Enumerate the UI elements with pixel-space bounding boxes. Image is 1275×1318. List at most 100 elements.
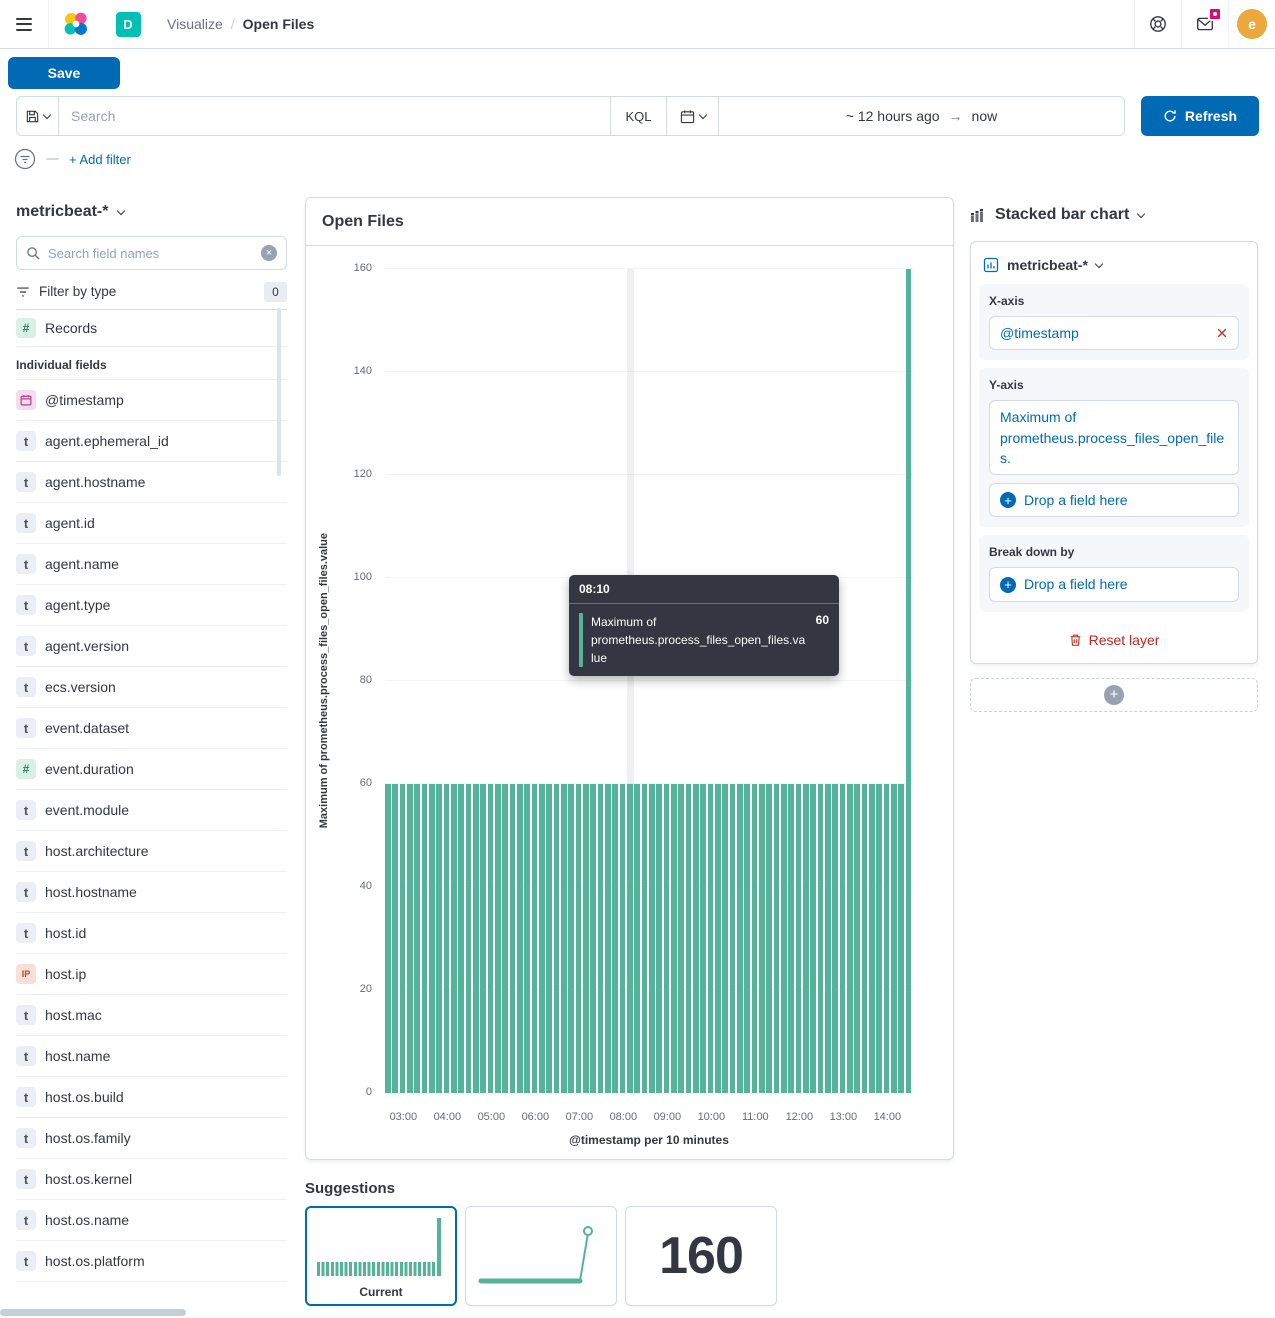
menu-button[interactable] (0, 0, 49, 48)
bar-65[interactable] (861, 784, 868, 1093)
bar-34[interactable] (634, 784, 641, 1093)
bar-46[interactable] (722, 784, 729, 1093)
field-item-host.os.platform[interactable]: t host.os.platform (16, 1241, 287, 1282)
bar-62[interactable] (839, 784, 846, 1093)
bar-9[interactable] (451, 784, 457, 1093)
bar-12[interactable] (473, 784, 479, 1093)
bar-15[interactable] (495, 784, 501, 1093)
bar-59[interactable] (817, 784, 824, 1093)
suggestion-line-chart[interactable] (465, 1206, 617, 1306)
add-layer-button[interactable]: + (970, 677, 1258, 712)
saved-query-menu-button[interactable] (17, 97, 59, 135)
horizontal-scrollbar[interactable] (0, 1309, 186, 1316)
bar-53[interactable] (773, 784, 780, 1093)
field-item-host.hostname[interactable]: t host.hostname (16, 872, 287, 913)
field-item-event.dataset[interactable]: t event.dataset (16, 708, 287, 749)
bar-35[interactable] (641, 784, 648, 1093)
bar-66[interactable] (869, 784, 875, 1093)
bar-5[interactable] (421, 784, 428, 1093)
bar-27[interactable] (583, 784, 589, 1093)
suggestion-current[interactable]: Current (305, 1206, 457, 1306)
field-item-host.architecture[interactable]: t host.architecture (16, 831, 287, 872)
bar-16[interactable] (502, 784, 509, 1093)
bar-0[interactable] (385, 784, 391, 1093)
bar-29[interactable] (597, 784, 604, 1093)
bar-71[interactable] (905, 269, 912, 1093)
query-language-button[interactable]: KQL (610, 97, 666, 135)
bar-25[interactable] (568, 784, 575, 1093)
bar-61[interactable] (832, 784, 839, 1093)
bar-3[interactable] (407, 784, 413, 1093)
bar-64[interactable] (854, 784, 861, 1093)
field-item-host.os.build[interactable]: t host.os.build (16, 1077, 287, 1118)
field-item-agent.ephemeral_id[interactable]: t agent.ephemeral_id (16, 421, 287, 462)
help-menu-button[interactable] (1134, 0, 1181, 48)
bar-22[interactable] (546, 784, 553, 1093)
bar-54[interactable] (781, 784, 787, 1093)
bar-4[interactable] (414, 784, 421, 1093)
bar-14[interactable] (487, 784, 494, 1093)
bar-41[interactable] (685, 784, 692, 1093)
bar-19[interactable] (524, 784, 531, 1093)
bar-67[interactable] (876, 784, 883, 1093)
field-item-ecs.version[interactable]: t ecs.version (16, 667, 287, 708)
bar-51[interactable] (759, 784, 765, 1093)
bar-56[interactable] (795, 784, 802, 1093)
bar-49[interactable] (744, 784, 751, 1093)
bar-42[interactable] (693, 784, 699, 1093)
field-item-event.module[interactable]: t event.module (16, 790, 287, 831)
search-input[interactable] (59, 97, 610, 135)
bar-63[interactable] (847, 784, 853, 1093)
add-filter-button[interactable]: + Add filter (69, 151, 131, 167)
bar-31[interactable] (612, 784, 619, 1093)
bar-24[interactable] (561, 784, 567, 1093)
field-item-agent.version[interactable]: t agent.version (16, 626, 287, 667)
clear-search-icon[interactable]: × (261, 245, 277, 261)
field-item-host.os.name[interactable]: t host.os.name (16, 1200, 287, 1241)
field-item-host.name[interactable]: t host.name (16, 1036, 287, 1077)
bar-7[interactable] (436, 784, 443, 1093)
bar-33[interactable] (627, 784, 633, 1093)
bar-23[interactable] (553, 784, 560, 1093)
field-item-event.duration[interactable]: # event.duration (16, 749, 287, 790)
bar-6[interactable] (429, 784, 435, 1093)
save-button[interactable]: Save (8, 57, 120, 89)
bar-18[interactable] (517, 784, 523, 1093)
bar-chart-plot[interactable] (385, 268, 913, 1093)
bar-58[interactable] (810, 784, 817, 1093)
bar-17[interactable] (509, 784, 516, 1093)
bar-55[interactable] (788, 784, 795, 1093)
bar-44[interactable] (707, 784, 714, 1093)
breadcrumb-visualize[interactable]: Visualize (167, 16, 223, 32)
layer-source-button[interactable]: metricbeat-* (979, 250, 1249, 284)
breakdown-drop-target[interactable]: + Drop a field here (989, 567, 1239, 602)
bar-52[interactable] (766, 784, 773, 1093)
field-item-records[interactable]: # Records (16, 310, 287, 347)
bar-30[interactable] (605, 784, 611, 1093)
bar-57[interactable] (803, 784, 809, 1093)
field-item-host.os.family[interactable]: t host.os.family (16, 1118, 287, 1159)
index-pattern-switcher[interactable]: metricbeat-* (16, 196, 287, 228)
bar-50[interactable] (751, 784, 758, 1093)
date-quick-select-button[interactable] (666, 97, 718, 135)
y-axis-drop-target[interactable]: + Drop a field here (989, 483, 1239, 518)
bar-28[interactable] (590, 784, 597, 1093)
bar-2[interactable] (399, 784, 406, 1093)
bar-32[interactable] (619, 784, 626, 1093)
remove-dimension-icon[interactable] (1216, 327, 1228, 339)
bar-38[interactable] (663, 784, 670, 1093)
filter-options-button[interactable] (14, 148, 36, 170)
x-axis-dimension[interactable]: @timestamp (989, 316, 1239, 351)
field-item-@timestamp[interactable]: @timestamp (16, 380, 287, 421)
bar-40[interactable] (678, 784, 685, 1093)
bar-26[interactable] (575, 784, 582, 1093)
field-item-host.os.kernel[interactable]: t host.os.kernel (16, 1159, 287, 1200)
bar-20[interactable] (531, 784, 538, 1093)
bar-43[interactable] (700, 784, 707, 1093)
bar-11[interactable] (465, 784, 472, 1093)
reset-layer-button[interactable]: Reset layer (979, 620, 1249, 655)
field-item-agent.name[interactable]: t agent.name (16, 544, 287, 585)
sidebar-scrollbar[interactable] (277, 308, 281, 476)
field-item-agent.type[interactable]: t agent.type (16, 585, 287, 626)
bar-37[interactable] (656, 784, 663, 1093)
